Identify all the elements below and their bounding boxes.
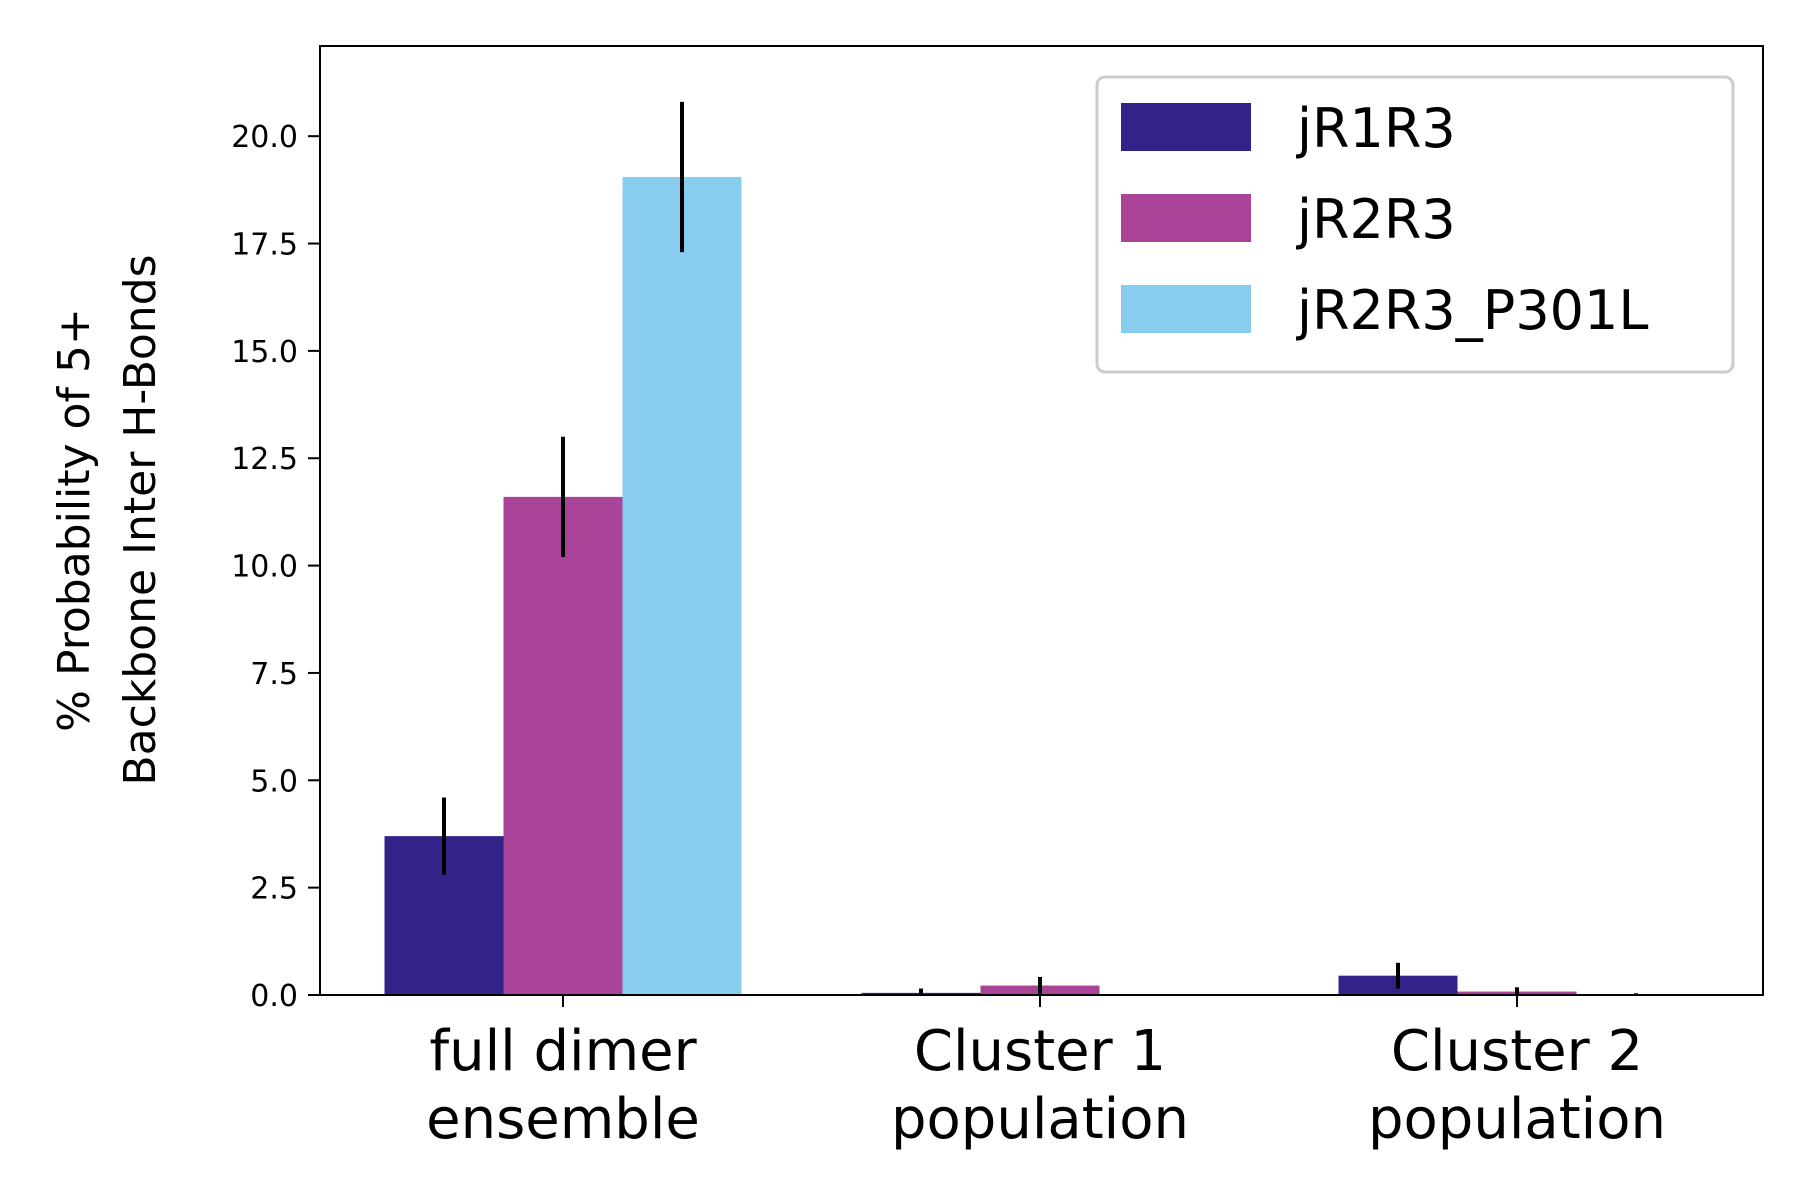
x-tick-label: ensemble (426, 1087, 700, 1152)
legend-label-jR1R3: jR1R3 (1296, 97, 1456, 160)
y-tick-label: 10.0 (231, 550, 298, 585)
y-tick-label: 15.0 (231, 335, 298, 370)
bar-jR2R3_P301L-0 (622, 176, 742, 995)
y-tick-label: 20.0 (231, 120, 298, 155)
axes-frame (319, 45, 1764, 996)
legend-swatch-jR2R3_P301L (1121, 285, 1251, 333)
y-tick-label: 2.5 (250, 872, 298, 907)
legend-swatch-jR1R3 (1121, 103, 1251, 151)
y-tick-label: 5.0 (250, 764, 298, 799)
y-tick-label: 17.5 (231, 228, 298, 263)
x-tick-label: Cluster 1 (914, 1019, 1166, 1084)
y-tick-label: 12.5 (231, 442, 298, 477)
y-tick-label: 7.5 (250, 657, 298, 692)
legend-box (1095, 75, 1735, 374)
x-tick-label: population (1368, 1087, 1666, 1152)
bar-jR2R3-0 (503, 496, 623, 995)
x-tick-label: population (891, 1087, 1189, 1152)
y-axis-label: Backbone Inter H-Bonds (115, 254, 166, 785)
legend-label-jR2R3_P301L: jR2R3_P301L (1296, 279, 1648, 342)
plot-area: 0.0 2.5 5.0 7.5 10.0 12.5 15.0 17.5 20.0 full dim… (49, 45, 1764, 1152)
y-axis-label: % Probability of 5+ (49, 308, 100, 732)
x-tick-label: full dimer (429, 1019, 697, 1084)
y-tick-label: 0.0 (250, 979, 298, 1014)
legend-label-jR2R3: jR2R3 (1296, 188, 1456, 251)
x-tick-label: Cluster 2 (1391, 1019, 1643, 1084)
legend-swatch-jR2R3 (1121, 194, 1251, 242)
